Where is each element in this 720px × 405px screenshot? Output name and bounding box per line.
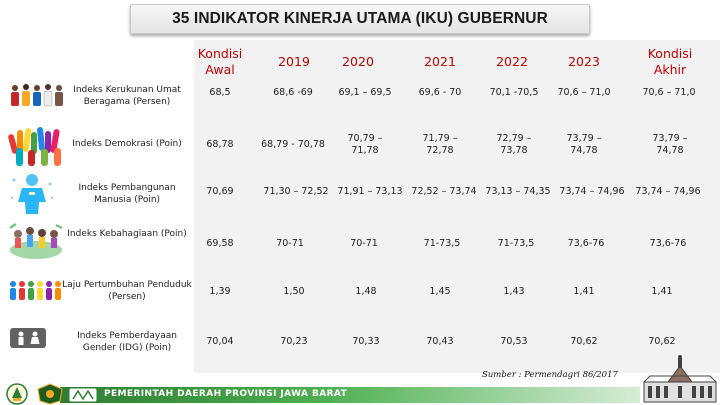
- table-cell: 70,43: [426, 335, 454, 347]
- table-cell: 73,13 – 74,35: [485, 185, 551, 197]
- table-cell: 73,6-76: [567, 237, 605, 249]
- table-cell: 73,74 – 74,96: [559, 185, 625, 197]
- table-cell: 70,69: [206, 185, 234, 197]
- raised-hands-icon: [8, 127, 61, 166]
- row-label: Laju Pertumbuhan Penduduk (Persen): [62, 280, 192, 303]
- table-cell: 68,6 -69: [273, 86, 313, 98]
- footer-text: PEMERINTAH DAERAH PROVINSI JAWA BARAT: [104, 389, 348, 399]
- column-header-2022: 2022: [496, 54, 528, 70]
- column-header-2021: 2021: [424, 54, 456, 70]
- table-row: Indeks Pemberdayaan Gender (IDG) (Poin) …: [0, 326, 720, 360]
- table-background: [194, 40, 720, 373]
- table-cell: 70,6 – 71,0: [557, 86, 611, 98]
- row-label: Indeks Demokrasi (Poin): [72, 139, 182, 149]
- table-cell: 70,6 – 71,0: [642, 86, 696, 98]
- column-header-2023: 2023: [568, 54, 600, 70]
- table-cell: 71-73,5: [423, 237, 461, 249]
- column-header-kondisi-akhir: Kondisi Akhir: [647, 46, 693, 77]
- table-cell: 70,23: [280, 335, 308, 347]
- table-cell: 1,43: [503, 285, 525, 297]
- table-cell: 70,1 -70,5: [489, 86, 539, 98]
- source-note: Sumber : Permendagri 86/2017: [482, 370, 618, 380]
- table-row: Indeks Kebahagiaan (Poin) 69,58 70-71 70…: [0, 223, 720, 262]
- table-cell: 70-71: [276, 237, 304, 249]
- table-cell: 68,78: [206, 138, 234, 150]
- table-cell: 72,52 – 73,74: [411, 185, 477, 197]
- row-label: Indeks Kerukunan Umat Beragama (Persen): [73, 85, 181, 108]
- footer-band: [60, 387, 640, 403]
- table-row: Laju Pertumbuhan Penduduk (Persen) 1,39 …: [0, 278, 720, 310]
- table-cell: 73,79 – 74,78: [566, 132, 602, 156]
- table-cell: 71-73,5: [497, 237, 535, 249]
- title-bar: 35 INDIKATOR KINERJA UTAMA (IKU) GUBERNU…: [130, 4, 590, 34]
- table-row: Indeks Kerukunan Umat Beragama (Persen) …: [0, 80, 720, 114]
- table-cell: 70,62: [648, 335, 676, 347]
- people-group-icon: [11, 84, 63, 107]
- table-cell: 70-71: [350, 237, 378, 249]
- table-cell: 71,91 – 73,13: [337, 185, 403, 197]
- table-cell: 73,74 – 74,96: [635, 185, 701, 197]
- table-cell: 70,33: [352, 335, 380, 347]
- table-cell: 1,45: [429, 285, 451, 297]
- table-row: Indeks Pembangunan Manusia (Poin) 70,69 …: [0, 174, 720, 214]
- table-cell: 68,79 - 70,78: [261, 138, 325, 150]
- table-cell: 1,41: [651, 285, 673, 297]
- table-cell: 1,48: [355, 285, 377, 297]
- column-header-2020: 2020: [342, 54, 374, 70]
- gedung-sate-icon: [643, 355, 717, 403]
- table-cell: 1,41: [573, 285, 595, 297]
- table-cell: 72,79 – 73,78: [496, 132, 532, 156]
- row-label: Indeks Pemberdayaan Gender (IDG) (Poin): [77, 331, 177, 354]
- column-header-kondisi-awal: Kondisi Awal: [197, 46, 243, 77]
- table-cell: 70,04: [206, 335, 234, 347]
- table-cell: 73,79 – 74,78: [652, 132, 688, 156]
- table-cell: 69,6 - 70: [418, 86, 462, 98]
- human-figure-icon: [10, 174, 54, 214]
- population-icon: [10, 281, 61, 300]
- table-cell: 70,79 – 71,78: [347, 132, 383, 156]
- footer: PEMERINTAH DAERAH PROVINSI JAWA BARAT: [0, 383, 720, 405]
- table-row: Indeks Demokrasi (Poin) 68,78 68,79 - 70…: [0, 124, 720, 168]
- table-cell: 70,53: [500, 335, 528, 347]
- table-cell: 69,1 – 69,5: [338, 86, 392, 98]
- column-header-2019: 2019: [278, 54, 310, 70]
- row-label: Indeks Kebahagiaan (Poin): [67, 229, 187, 239]
- table-cell: 70,62: [570, 335, 598, 347]
- table-cell: 69,58: [206, 237, 234, 249]
- west-java-emblem-icon: [6, 383, 28, 405]
- table-cell: 1,39: [209, 285, 231, 297]
- table-cell: 71,30 – 72,52: [263, 185, 329, 197]
- table-cell: 73,6-76: [649, 237, 687, 249]
- table-cell: 71,79 – 72,78: [422, 132, 458, 156]
- government-seal-icon: [37, 383, 63, 405]
- regional-logo-icon: [68, 387, 98, 403]
- table-cell: 1,50: [283, 285, 305, 297]
- row-label: Indeks Pembangunan Manusia (Poin): [78, 183, 176, 206]
- gender-icon: [10, 328, 46, 348]
- page-title: 35 INDIKATOR KINERJA UTAMA (IKU) GUBERNU…: [172, 10, 548, 27]
- table-cell: 68,5: [209, 86, 231, 98]
- happy-crowd-icon: [9, 223, 63, 259]
